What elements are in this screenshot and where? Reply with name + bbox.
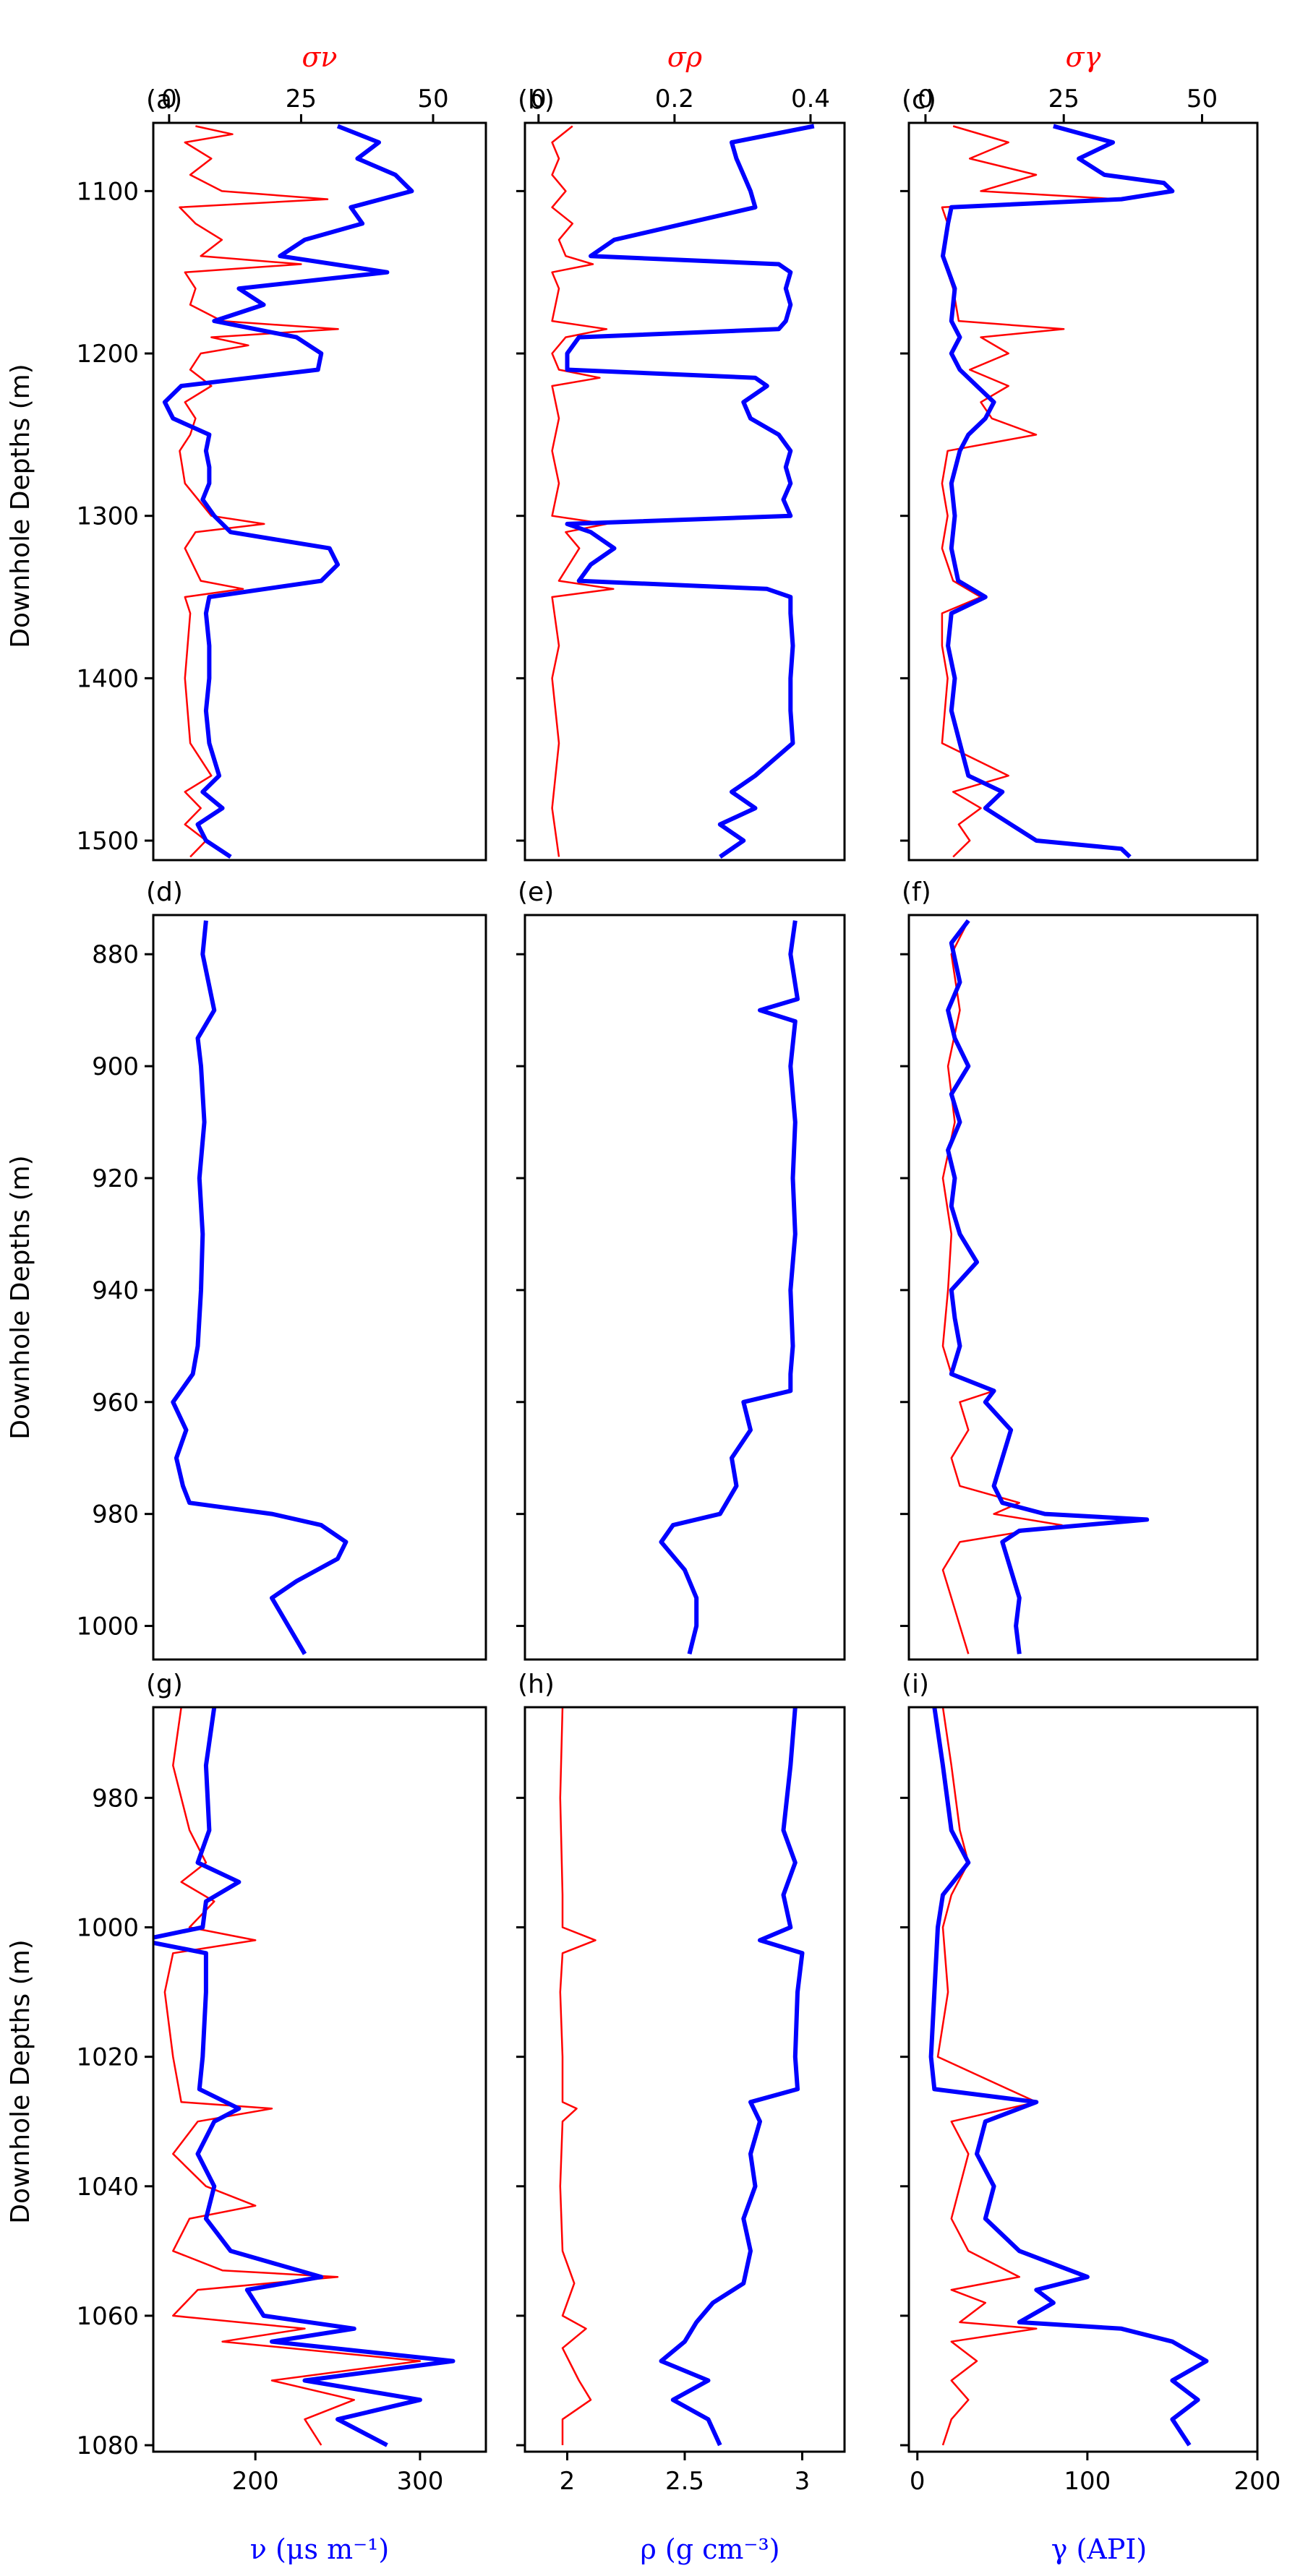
top-tick-label-a-2: 50 — [417, 85, 448, 113]
main-log-line-e — [659, 920, 800, 1655]
panel-f: (f) — [900, 877, 1259, 1661]
panel-i: (i) 0 100 200 — [900, 1670, 1281, 2496]
x-tick-label-i-2: 200 — [1234, 2467, 1281, 2496]
plot-area-c — [941, 124, 1175, 859]
top-tick-label-c-0: 0 — [918, 85, 933, 113]
main-log-line-b — [565, 124, 815, 859]
x-tick-label-i-1: 100 — [1064, 2467, 1111, 2496]
y-tick-label-d-960: 960 — [92, 1388, 139, 1417]
panel-frame-b — [523, 121, 846, 862]
plot-area-h — [559, 1707, 805, 2447]
main-log-line-f — [946, 919, 1150, 1654]
y-axis-label-row-1: Downhole Depths (m) — [6, 364, 35, 648]
x-tick-label-h-2: 3 — [795, 2467, 811, 2496]
plot-area-g — [153, 1707, 456, 2447]
plot-area-b — [551, 124, 815, 859]
y-tick-label-d-920: 920 — [92, 1164, 139, 1193]
x-axis-label-velocity: ν (μs m⁻¹) — [250, 2533, 389, 2565]
sigma-axis-label-b: σρ — [667, 41, 703, 73]
y-axis-label-row-2: Downhole Depths (m) — [6, 1155, 35, 1439]
panel-label-h: (h) — [518, 1670, 555, 1699]
panel-label-a: (a) — [146, 85, 182, 115]
y-tick-label-a-1100: 1100 — [76, 177, 139, 206]
y-tick-label-a-1500: 1500 — [76, 827, 139, 856]
y-tick-label-d-980: 980 — [92, 1500, 139, 1529]
panel-b: (b)0 0.2 0.4 σρ — [516, 41, 846, 862]
sigma-log-line-a — [179, 125, 339, 858]
panel-frame-i — [907, 1706, 1259, 2453]
panel-frame-d — [152, 914, 487, 1661]
y-tick-label-d-1000: 1000 — [76, 1613, 139, 1641]
panel-c: (c)0 25 50 σγ — [900, 41, 1259, 862]
plot-area-f — [941, 919, 1150, 1654]
y-tick-label-a-1200: 1200 — [76, 340, 139, 369]
panel-label-e: (e) — [518, 877, 554, 907]
y-tick-label-g-1040: 1040 — [76, 2173, 139, 2202]
y-tick-label-g-980: 980 — [92, 1784, 139, 1813]
plot-area-d — [171, 920, 349, 1655]
sigma-axis-label-a: σν — [302, 41, 337, 73]
top-tick-label-b-0: 0 — [531, 85, 547, 113]
main-log-line-i — [928, 1707, 1209, 2447]
y-tick-label-a-1300: 1300 — [76, 502, 139, 531]
panel-label-d: (d) — [146, 877, 183, 907]
y-tick-label-g-1080: 1080 — [76, 2431, 139, 2460]
panel-frame-c — [907, 121, 1259, 862]
panel-e: (e) — [516, 877, 846, 1661]
panel-frame-f — [907, 914, 1259, 1661]
x-tick-label-i-0: 0 — [910, 2467, 926, 2496]
panel-label-b: (b) — [518, 85, 555, 115]
y-tick-label-d-940: 940 — [92, 1276, 139, 1305]
x-axis-label-gamma: γ (API) — [1051, 2533, 1147, 2565]
y-tick-label-g-1000: 1000 — [76, 1914, 139, 1943]
panel-label-i: (i) — [902, 1670, 929, 1699]
x-tick-label-h-1: 2.5 — [665, 2467, 704, 2496]
panel-label-c: (c) — [902, 85, 936, 115]
panel-label-f: (f) — [902, 877, 931, 907]
plot-area-a — [162, 124, 414, 859]
main-log-line-d — [171, 920, 349, 1655]
main-log-line-c — [941, 124, 1175, 859]
sigma-log-line-h — [559, 1707, 597, 2445]
panel-d: (d) 880 900 920 940 960 980 1000 — [76, 877, 487, 1661]
y-tick-label-a-1400: 1400 — [76, 664, 139, 693]
top-tick-label-b-2: 0.4 — [791, 85, 830, 113]
top-tick-label-b-1: 0.2 — [655, 85, 694, 113]
x-tick-label-g-1: 300 — [396, 2467, 443, 2496]
sigma-axis-label-c: σγ — [1066, 41, 1101, 73]
sigma-log-line-g — [163, 1707, 422, 2446]
panel-frame-g — [152, 1706, 487, 2453]
sigma-log-line-c — [941, 125, 1120, 858]
top-tick-label-a-1: 25 — [286, 85, 317, 113]
x-tick-label-g-0: 200 — [232, 2467, 279, 2496]
plot-area-i — [928, 1707, 1209, 2447]
main-log-line-h — [659, 1707, 805, 2447]
main-log-line-g — [153, 1707, 456, 2447]
plot-area-e — [659, 920, 800, 1655]
panel-label-g: (g) — [146, 1670, 183, 1699]
sigma-log-line-b — [551, 125, 615, 857]
panel-a: (a) 1100 1200 1300 1400 1500 0 25 50 σν — [76, 41, 487, 862]
y-axis-label-row-3: Downhole Depths (m) — [6, 1939, 35, 2223]
top-tick-label-a-0: 0 — [161, 85, 177, 113]
top-tick-label-c-2: 50 — [1187, 85, 1218, 113]
main-log-line-a — [162, 124, 414, 859]
panel-frame-h — [523, 1706, 846, 2453]
x-axis-label-density: ρ (g cm⁻³) — [640, 2533, 779, 2565]
y-tick-label-g-1060: 1060 — [76, 2302, 139, 2331]
panel-frame-a — [152, 121, 487, 862]
x-tick-label-h-0: 2 — [560, 2467, 576, 2496]
y-tick-label-g-1020: 1020 — [76, 2043, 139, 2072]
y-tick-label-d-900: 900 — [92, 1052, 139, 1081]
top-tick-label-c-1: 25 — [1048, 85, 1080, 113]
panel-g: (g) 980 1000 1020 1040 1060 1080 200 300 — [76, 1670, 487, 2496]
sigma-log-line-i — [936, 1707, 1038, 2446]
panel-frame-e — [523, 914, 846, 1661]
panel-h: (h) 2 2.5 3 — [516, 1670, 846, 2496]
y-tick-label-d-880: 880 — [92, 940, 139, 969]
